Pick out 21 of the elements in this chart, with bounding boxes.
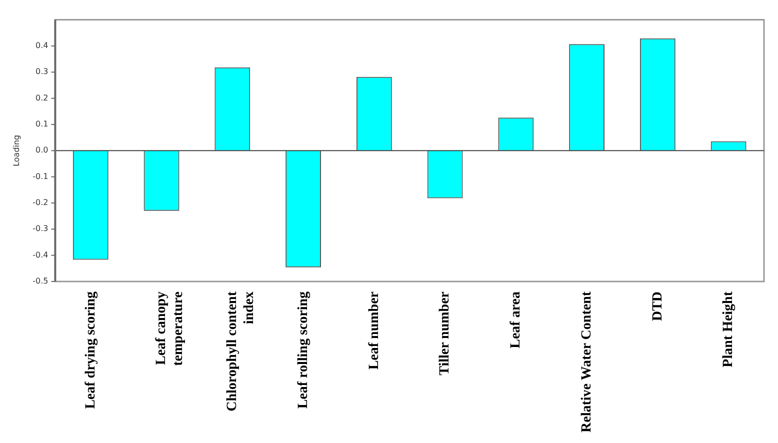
y-tick-label: -0.4 <box>32 250 48 260</box>
x-tick-label: Plant Height <box>721 291 736 368</box>
x-tick-label: Leaf area <box>508 291 524 348</box>
y-tick-label: 0.0 <box>35 146 48 155</box>
x-tick-label: Leaf drying scoring <box>83 291 98 409</box>
y-tick-label: 0.2 <box>35 93 48 102</box>
y-tick-label: 0.3 <box>35 67 48 76</box>
x-tick-label: Relative Water Content <box>579 291 594 432</box>
y-tick-label: -0.1 <box>32 172 48 181</box>
x-tick-label: DTD <box>650 291 666 322</box>
x-tick-label: Tiller number <box>438 291 453 376</box>
x-tick-label: Leaf canopy temperature <box>154 291 186 366</box>
y-tick-label: 0.1 <box>35 120 48 129</box>
y-tick-label: -0.3 <box>32 224 48 234</box>
y-axis-title: Loading <box>12 134 21 166</box>
y-tick-label: -0.5 <box>32 276 48 286</box>
y-tick-label: 0.4 <box>35 41 48 50</box>
x-tick-label: Chlorophyll content index <box>225 291 257 412</box>
y-tick-label: -0.2 <box>32 198 48 208</box>
x-tick-label: Leaf rolling scoring <box>296 291 311 409</box>
x-tick-label: Leaf number <box>366 291 382 370</box>
